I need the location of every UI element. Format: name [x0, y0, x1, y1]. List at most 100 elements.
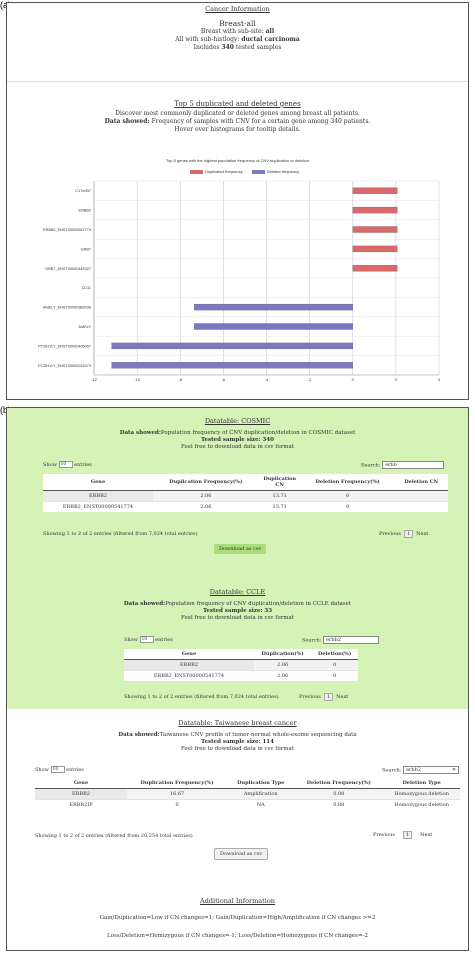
taiwan-table: Gene Duplication Frequency(%) Duplicatio… — [35, 778, 460, 810]
taiwan-info: Showing 1 to 2 of 2 entries (filtered fr… — [35, 833, 193, 839]
bar-duplicated — [352, 245, 398, 253]
top5-line2: Data showed: Frequency of samples with C… — [104, 118, 371, 125]
cell: 16.67 — [127, 788, 228, 800]
cell — [394, 501, 448, 512]
table-row: ERBB2 16.67 Amplification 0.88 Homozygou… — [35, 788, 460, 800]
y-tick-label: CD11 — [82, 286, 91, 290]
cell: 0.88 — [294, 788, 384, 800]
panel-a-label: (a) — [0, 0, 11, 10]
x-tick-label: 4 — [438, 377, 441, 382]
taiwan-col-del-freq[interactable]: Deletion Frequency(%) — [294, 778, 384, 789]
y-tick-label: PCDH11Y_ENST00000215473 — [38, 364, 91, 368]
taiwan-search: Search: erbb2 ✕ — [382, 766, 460, 774]
y-tick-label: AMELY — [78, 325, 91, 329]
cell: 0.88 — [294, 799, 384, 810]
taiwan-pagination: Previous 1 Next — [373, 831, 432, 839]
table-row: ERBB2 2.06 0 — [124, 659, 358, 671]
cell: 0 — [311, 670, 358, 681]
cell: ERBB2 — [124, 659, 254, 671]
ccle-length-select[interactable]: 10 — [139, 636, 154, 643]
cosmic-search-input[interactable]: erbb — [382, 461, 445, 469]
cell: 0 — [300, 490, 395, 502]
cosmic-data-showed: Data showed:Population frequency of CNV … — [119, 430, 356, 436]
ccle-search-input[interactable]: erbb2 — [323, 636, 380, 644]
ccle-col-dup[interactable]: Duplication(%) — [254, 649, 312, 660]
cosmic-col-dup-freq[interactable]: Duplication Frequency(%) — [153, 474, 259, 491]
cell: ERBB2 — [35, 788, 127, 800]
cell: Homozygous deletion — [383, 788, 460, 800]
legend-swatch-duplicated — [190, 169, 203, 174]
legend-duplicated: Duplicated frequency — [190, 169, 243, 174]
bar-deleted — [111, 362, 353, 369]
cell: 13.71 — [258, 490, 301, 502]
cosmic-page-1[interactable]: 1 — [403, 530, 414, 538]
cosmic-search: Search: erbb — [361, 461, 445, 469]
cosmic-info: Showing 1 to 2 of 2 entries (filtered fr… — [43, 531, 198, 537]
ccle-prev[interactable]: Previous — [299, 694, 321, 700]
x-tick-label: -4 — [265, 377, 269, 382]
taiwan-col-gene[interactable]: Gene — [35, 778, 127, 789]
y-tick-label: C17orf37 — [75, 189, 91, 193]
bar-duplicated — [352, 226, 398, 233]
cosmic-section: Datatable: COSMIC Data showed:Population… — [7, 408, 468, 576]
cosmic-length-select[interactable]: 10 — [58, 461, 73, 468]
ccle-info: Showing 1 to 2 of 2 entries (filtered fr… — [124, 694, 279, 700]
y-tick-label: GRB7_ENST00000445327 — [45, 267, 91, 271]
ccle-length-control: Show 10 entries — [124, 636, 173, 643]
taiwan-free: Feel free to download data in csv format — [181, 746, 294, 752]
taiwan-search-input[interactable]: erbb2 ✕ — [403, 766, 460, 774]
ccle-col-del[interactable]: Deletion(%) — [311, 649, 358, 660]
taiwan-download-button[interactable]: Download as csv — [214, 848, 269, 860]
top5-section: Top 5 duplicated and deleted genes Disco… — [7, 100, 468, 134]
panel-b-label: (b) — [0, 405, 11, 415]
ccle-col-gene[interactable]: Gene — [124, 649, 254, 660]
ccle-search: Search: erbb2 — [302, 636, 380, 644]
taiwan-col-del-type[interactable]: Deletion Type — [383, 778, 460, 789]
taiwan-section: Datatable: Taiwanese breast cancer Data … — [7, 709, 468, 889]
table-row: ERBB2_ENST00000541774 2.06 0 — [124, 670, 358, 681]
ccle-next[interactable]: Next — [336, 694, 349, 700]
ccle-pagination: Previous 1 Next — [299, 693, 348, 701]
cosmic-col-del-freq[interactable]: Deletion Frequency(%) — [300, 474, 395, 491]
cosmic-sample-size: Tested sample size: 340 — [201, 437, 274, 443]
x-tick-label: -8 — [178, 377, 182, 382]
taiwan-col-dup-type[interactable]: Duplication Type — [227, 778, 295, 789]
x-tick-label: 0 — [352, 377, 355, 382]
table-row: ERBB2_ENST00000541774 2.06 13.71 0 — [43, 501, 448, 512]
cell: ERBB2_ENST00000541774 — [43, 501, 153, 512]
cosmic-col-dup-cn[interactable]: Duplication CN — [258, 474, 301, 491]
cosmic-title: Datatable: COSMIC — [204, 417, 271, 425]
x-tick-label: -6 — [222, 377, 226, 382]
cosmic-col-del-cn[interactable]: Deletion CN — [394, 474, 448, 491]
cell: 2.06 — [153, 501, 259, 512]
x-tick-label: -2 — [308, 377, 312, 382]
taiwan-length-select[interactable]: 10 — [50, 766, 65, 773]
cosmic-next[interactable]: Next — [416, 531, 429, 537]
y-tick-label: AMELY_ENST00000383036 — [43, 306, 91, 310]
taiwan-col-dup-freq[interactable]: Duplication Frequency(%) — [127, 778, 228, 789]
bar-deleted — [194, 303, 353, 311]
cell: ERBB2_ENST00000541774 — [124, 670, 254, 681]
cosmic-prev[interactable]: Previous — [379, 531, 401, 537]
cosmic-col-gene[interactable]: Gene — [43, 474, 153, 491]
clear-icon[interactable]: ✕ — [451, 767, 457, 773]
additional-line1: Gain/Duplication=Low if CN changes=1; Ga… — [99, 915, 376, 921]
cosmic-table: Gene Duplication Frequency(%) Duplicatio… — [43, 474, 448, 512]
taiwan-next[interactable]: Next — [420, 832, 433, 838]
additional-info: Additional Information Gain/Duplication=… — [7, 897, 468, 939]
x-tick-label: 2 — [395, 377, 398, 382]
cosmic-download-button[interactable]: Download as csv — [214, 544, 267, 554]
cancer-info-heading: Cancer Information — [205, 5, 270, 13]
cell — [394, 490, 448, 502]
taiwan-data-showed: Data showed:Taiwanese CNV profile of tum… — [118, 732, 357, 738]
cell: 2.06 — [153, 490, 259, 502]
additional-title: Additional Information — [200, 897, 275, 905]
ccle-page-1[interactable]: 1 — [323, 693, 334, 701]
subsite-line: Breast with sub-site: all — [200, 28, 275, 35]
taiwan-page-1[interactable]: 1 — [402, 831, 413, 839]
y-tick-label: ERBB2 — [79, 209, 91, 213]
top5-line1: Discover most commonly duplicated or del… — [115, 110, 360, 117]
taiwan-prev[interactable]: Previous — [373, 832, 395, 838]
panel-a: Cancer Information Breast-all Breast wit… — [6, 2, 469, 400]
cell: 2.06 — [254, 670, 312, 681]
